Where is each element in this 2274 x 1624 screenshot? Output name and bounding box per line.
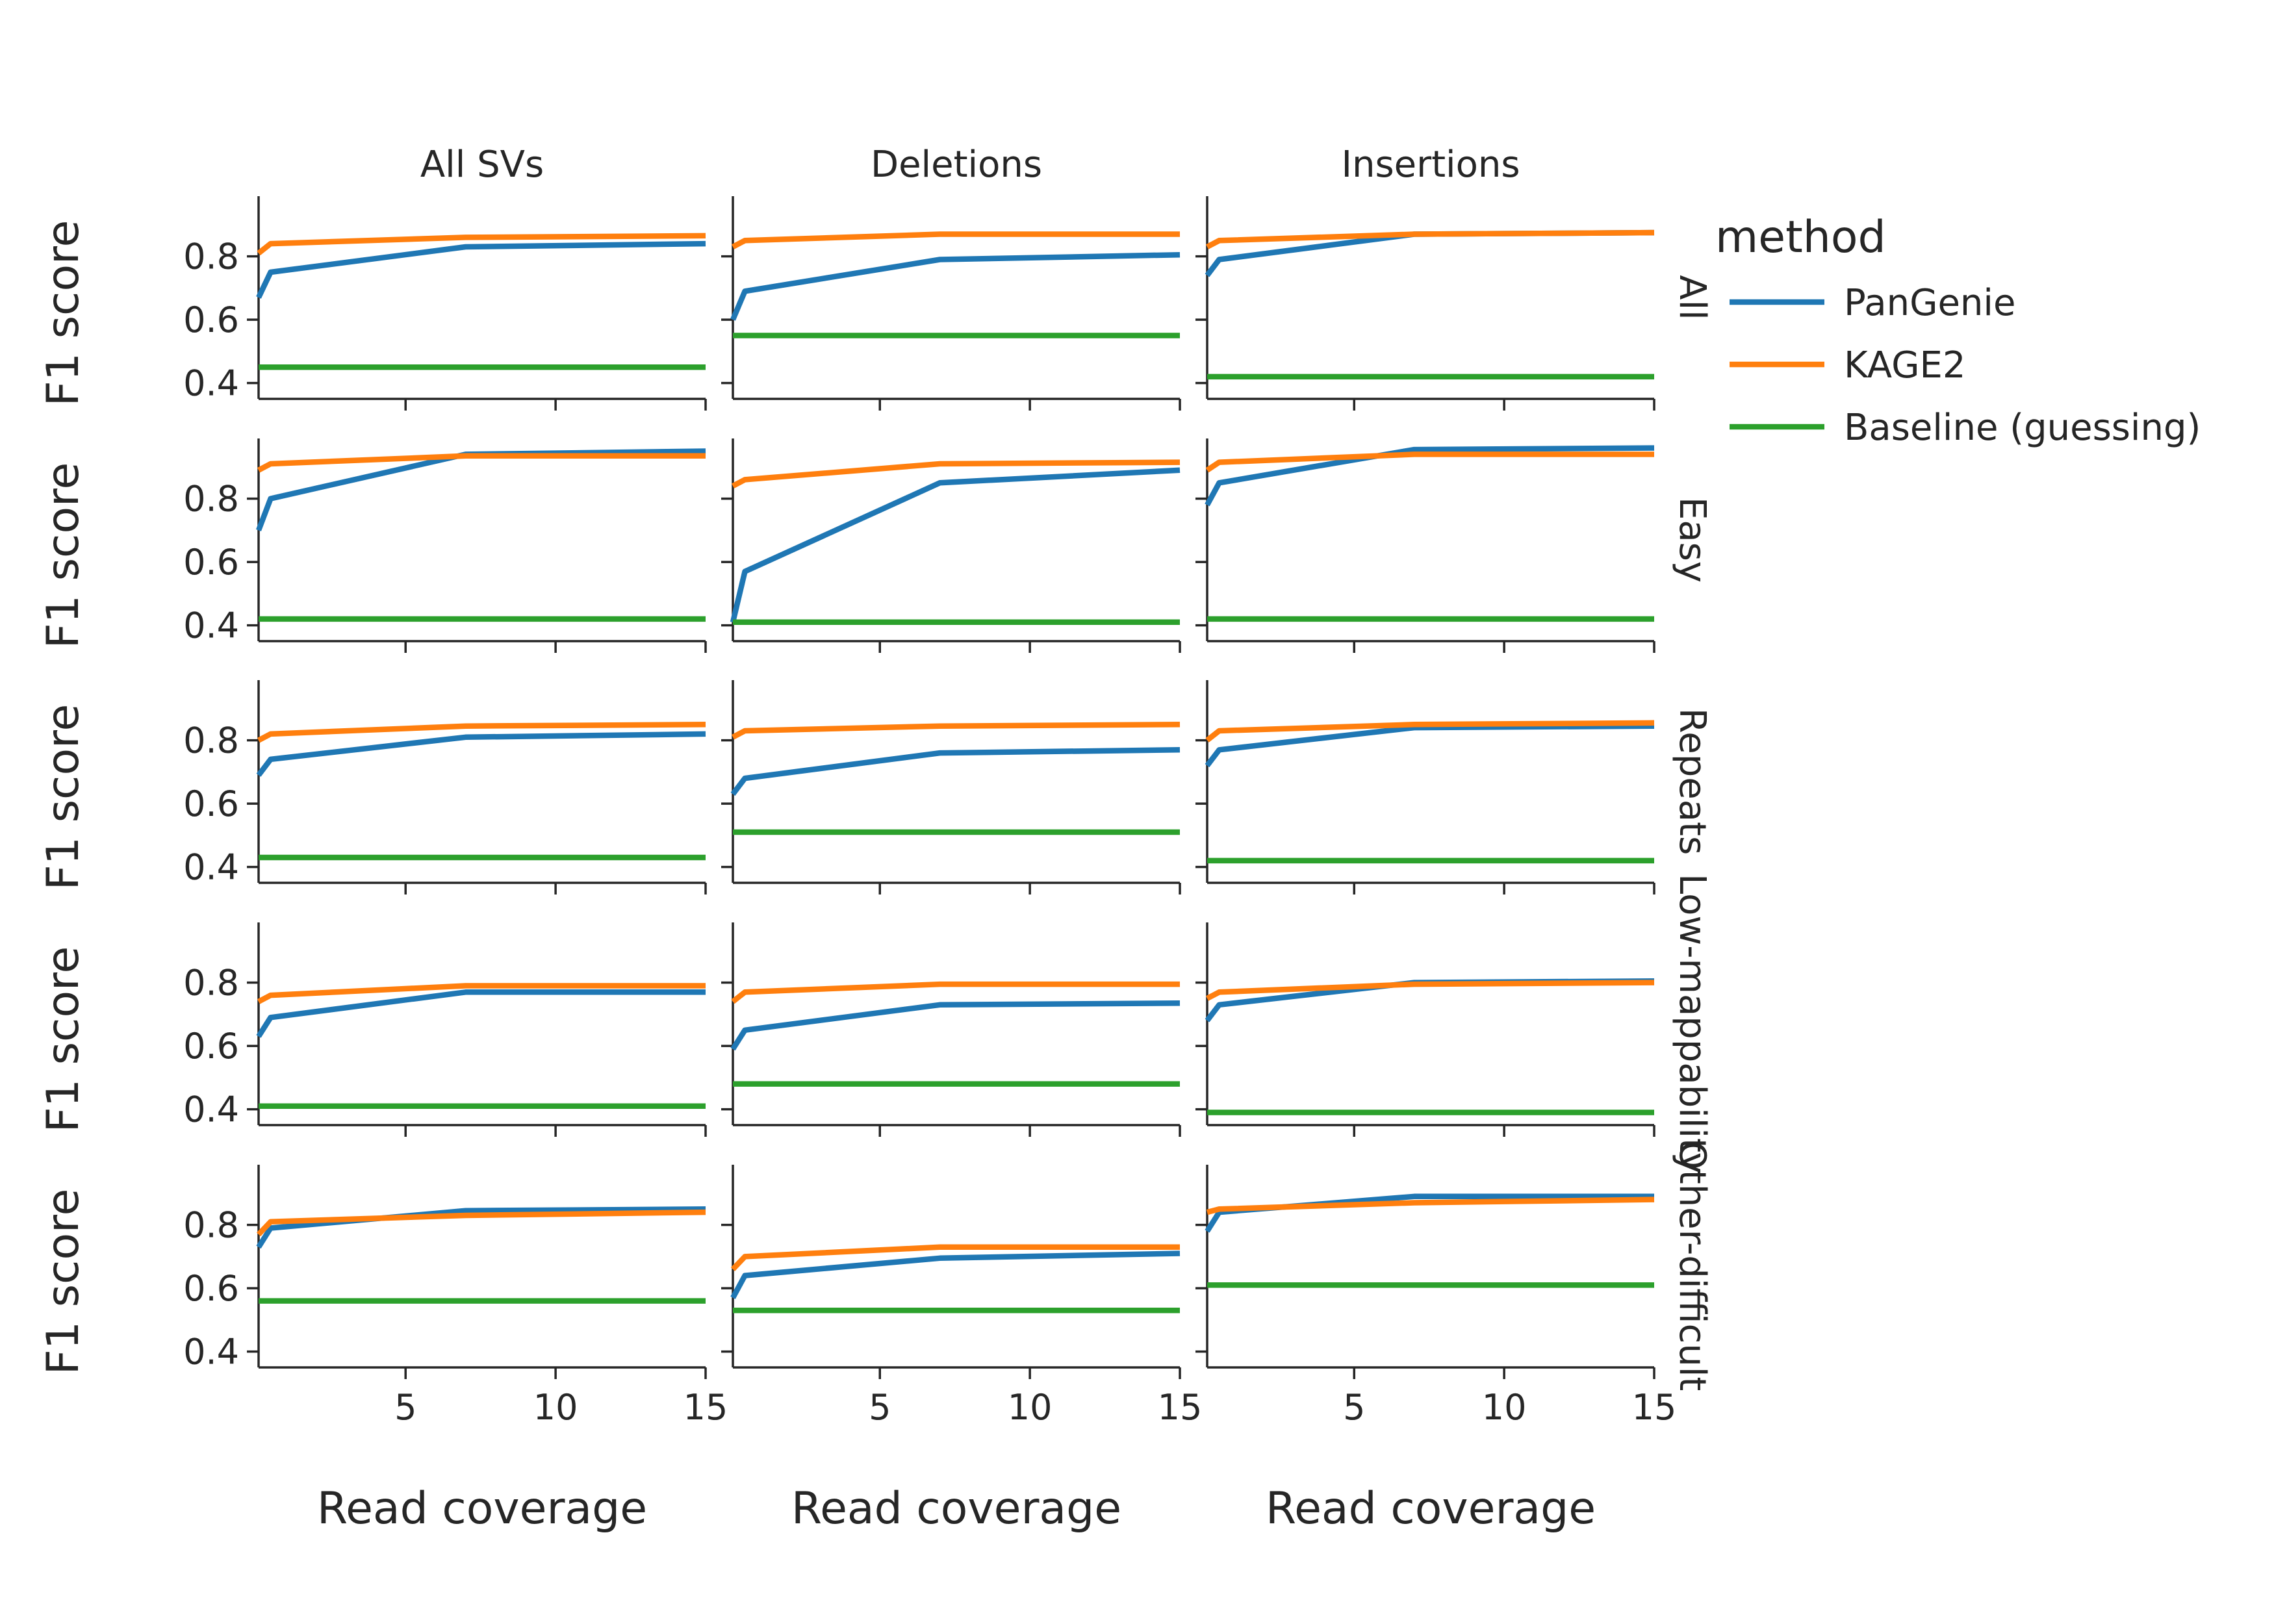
y-tick-label: 0.8 (183, 479, 239, 520)
y-tick-label: 0.6 (183, 1026, 239, 1067)
y-tick-label: 0.4 (183, 847, 239, 888)
panel-repeats-deletions (721, 680, 1181, 894)
series-line-pangenie (256, 240, 706, 299)
series-line-kage2 (730, 1244, 1180, 1271)
series-line-kage2 (732, 459, 1181, 488)
series-line-pangenie (730, 747, 1181, 796)
panel-easy-all-svs: 0.4 0.6 0.8 F1 score (38, 438, 707, 653)
x-tick-label: 15 (683, 1387, 728, 1428)
legend-label: KAGE2 (1844, 344, 1965, 387)
y-tick-label: 0.4 (183, 363, 239, 404)
y-tick-label: 0.6 (183, 1268, 239, 1309)
panel-low-mappability-insertions: Low-mappability (1195, 874, 1713, 1174)
panel-repeats-all-svs: 0.4 0.6 0.8 F1 score (38, 680, 707, 894)
column-title: Deletions (871, 144, 1042, 186)
y-tick-label: 0.6 (183, 783, 239, 824)
column-title: All SVs (420, 144, 544, 186)
series-line-pangenie (256, 448, 706, 531)
series-line-pangenie (730, 251, 1181, 321)
row-title: All (1671, 275, 1713, 320)
x-tick-label: 10 (1008, 1387, 1053, 1428)
y-tick-label: 0.8 (183, 236, 239, 277)
y-tick-label: 0.6 (183, 542, 239, 583)
x-tick-label: 5 (1343, 1387, 1365, 1428)
series-line-kage2 (732, 722, 1181, 740)
y-tick-label: 0.4 (183, 1332, 239, 1373)
panel-other-difficult-all-svs: 0.4 0.6 0.8 5 10 15 F1 score Read coverage (38, 1165, 728, 1534)
series-line-kage2 (257, 722, 706, 743)
y-tick-label: 0.4 (183, 1089, 239, 1130)
y-axis-title: F1 score (38, 1189, 89, 1375)
series-line-pangenie (730, 1000, 1181, 1051)
series-line-kage2 (257, 983, 706, 1004)
y-tick-label: 0.6 (183, 299, 239, 340)
y-tick-label: 0.8 (183, 963, 239, 1004)
x-tick-label: 5 (869, 1387, 891, 1428)
row-title: Low-mappability (1671, 874, 1713, 1174)
x-axis-title: Read coverage (791, 1483, 1121, 1534)
x-tick-label: 10 (533, 1387, 578, 1428)
panel-other-difficult-deletions: 5 10 15 Read coverage (721, 1165, 1202, 1534)
legend-title: method (1715, 212, 1886, 263)
series-line-kage2 (1205, 720, 1655, 742)
series-line-pangenie (730, 1250, 1181, 1299)
x-tick-label: 15 (1158, 1387, 1203, 1428)
legend: method PanGenie KAGE2 Baseline (guessing) (1715, 212, 2201, 449)
y-tick-label: 0.8 (183, 1205, 239, 1246)
y-axis-title: F1 score (38, 220, 89, 407)
series-line-kage2 (1205, 451, 1654, 473)
chart-panels: 0.4 0.6 0.8 All SVs F1 score Deletions Inserti… (38, 144, 1713, 1534)
y-axis-title: F1 score (38, 463, 89, 649)
series-line-kage2 (732, 231, 1180, 249)
panel-all-insertions: Insertions All (1195, 144, 1713, 411)
legend-label: Baseline (guessing) (1844, 407, 2201, 449)
legend-item-kage2: KAGE2 (1730, 344, 1965, 387)
panel-easy-deletions (721, 438, 1181, 653)
series-line-pangenie (256, 731, 706, 777)
series-line-kage2 (256, 1209, 706, 1237)
series-line-kage2 (1206, 1197, 1655, 1215)
row-title: Easy (1671, 497, 1713, 583)
legend-item-pangenie: PanGenie (1730, 282, 2015, 324)
panel-easy-insertions: Easy (1195, 438, 1713, 653)
legend-item-baseline-guessing: Baseline (guessing) (1730, 407, 2201, 449)
series-line-kage2 (257, 453, 706, 473)
panel-low-mappability-deletions (721, 922, 1181, 1137)
x-tick-label: 15 (1632, 1387, 1677, 1428)
series-line-pangenie (1205, 723, 1655, 768)
series-line-kage2 (257, 233, 706, 256)
x-tick-label: 5 (394, 1387, 416, 1428)
series-line-pangenie (256, 989, 706, 1038)
x-axis-title: Read coverage (317, 1483, 647, 1534)
series-line-pangenie (1205, 978, 1655, 1022)
y-tick-label: 0.8 (183, 720, 239, 761)
row-title: Other-difficult (1671, 1141, 1713, 1391)
series-line-kage2 (731, 981, 1180, 1004)
panel-all-all-svs: 0.4 0.6 0.8 All SVs F1 score (38, 144, 707, 411)
y-axis-title: F1 score (38, 946, 89, 1133)
series-line-pangenie (730, 467, 1181, 623)
panel-low-mappability-all-svs: 0.4 0.6 0.8 F1 score (38, 922, 707, 1137)
row-title: Repeats (1671, 708, 1713, 855)
x-tick-label: 10 (1482, 1387, 1527, 1428)
legend-label: PanGenie (1844, 282, 2015, 324)
series-line-kage2 (1206, 229, 1655, 249)
panel-repeats-insertions: Repeats (1195, 680, 1713, 894)
panel-all-deletions: Deletions (721, 144, 1181, 411)
column-title: Insertions (1341, 144, 1520, 186)
y-tick-label: 0.4 (183, 605, 239, 646)
y-axis-title: F1 score (38, 704, 89, 891)
series-line-pangenie (1205, 445, 1655, 507)
series-line-kage2 (1206, 980, 1655, 1001)
x-axis-title: Read coverage (1266, 1483, 1596, 1534)
